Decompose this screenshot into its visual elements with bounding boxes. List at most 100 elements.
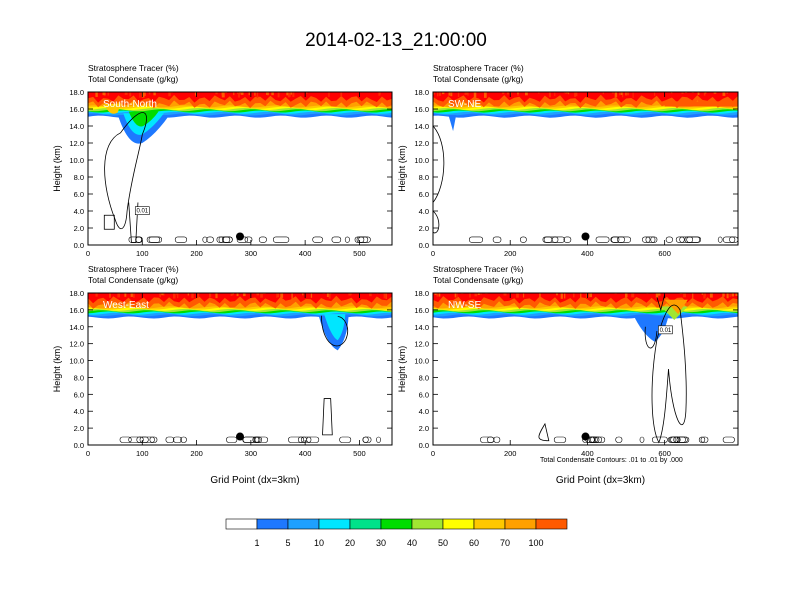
tracer-streak <box>209 293 212 298</box>
x-axis-label: Grid Point (dx=3km) <box>210 475 299 486</box>
condensate-contour <box>651 304 687 444</box>
tracer-streak <box>302 293 304 296</box>
tracer-band <box>433 293 738 304</box>
x-tick-label: 400 <box>299 249 312 258</box>
tracer-intrusion <box>448 114 457 132</box>
y-tick-label: 8.0 <box>419 173 429 182</box>
condensate-contour <box>218 236 224 243</box>
condensate-contour <box>312 236 323 243</box>
y-tick-label: 10.0 <box>414 156 429 165</box>
tracer-streak <box>231 293 234 296</box>
panel-subtitle: Total Condensate (g/kg) <box>433 275 523 285</box>
tracer-streak <box>378 92 381 96</box>
condensate-contour <box>729 236 736 243</box>
contour-label: 0.01 <box>660 328 672 334</box>
condensate-contour <box>538 422 550 442</box>
tracer-streak <box>254 92 256 96</box>
colorbar-swatch <box>380 518 413 530</box>
y-tick-label: 0.0 <box>419 441 429 450</box>
y-tick-label: 12.0 <box>69 340 84 349</box>
tracer-streak <box>631 293 635 298</box>
tracer-intrusion <box>664 101 738 107</box>
tracer-streak <box>144 92 146 96</box>
condensate-contour <box>717 236 723 243</box>
condensate-contour <box>722 236 738 243</box>
y-tick-label: 12.0 <box>414 139 429 148</box>
tracer-streak <box>248 92 250 96</box>
condensate-contour <box>180 436 187 443</box>
condensate-contour <box>551 236 565 243</box>
y-tick-label: 10.0 <box>414 357 429 366</box>
tracer-streak <box>148 92 151 95</box>
tracer-streak <box>502 92 505 95</box>
tracer-streak <box>626 92 629 96</box>
condensate-contour <box>297 436 312 443</box>
tracer-streak <box>692 293 694 299</box>
tracer-band <box>88 293 392 304</box>
tracer-streak <box>456 293 458 299</box>
tracer-streak <box>109 293 111 298</box>
tracer-streak <box>726 293 729 299</box>
x-tick-label: 200 <box>190 249 203 258</box>
panel-label: South-North <box>103 99 157 110</box>
condensate-contour <box>253 436 261 443</box>
x-tick-label: 400 <box>581 249 594 258</box>
y-tick-label: 2.0 <box>419 224 429 233</box>
y-tick-label: 2.0 <box>74 224 84 233</box>
condensate-contour <box>206 236 214 243</box>
x-tick-label: 200 <box>504 249 517 258</box>
y-tick-label: 6.0 <box>74 190 84 199</box>
condensate-contour <box>480 436 495 443</box>
tracer-streak <box>267 92 269 96</box>
tracer-streak <box>709 293 713 298</box>
y-tick-label: 18.0 <box>414 88 429 97</box>
tracer-streak <box>614 293 617 295</box>
tracer-streak <box>103 92 106 96</box>
y-tick-label: 16.0 <box>414 105 429 114</box>
tracer-streak <box>563 92 567 94</box>
colorbar-label: 20 <box>345 538 355 548</box>
tracer-streak <box>291 293 293 299</box>
tracer-streak <box>143 92 146 94</box>
condensate-contour <box>148 236 162 243</box>
tracer-streak <box>173 293 176 299</box>
x-axis-label: Grid Point (dx=3km) <box>556 475 645 486</box>
tracer-streak <box>450 92 453 97</box>
y-tick-label: 4.0 <box>74 407 84 416</box>
tracer-streak <box>139 92 141 98</box>
tracer-streak <box>379 92 381 95</box>
condensate-contour <box>656 294 666 312</box>
tracer-streak <box>657 293 661 296</box>
y-tick-label: 4.0 <box>419 407 429 416</box>
y-axis-label: Height (km) <box>397 346 407 393</box>
y-tick-label: 18.0 <box>69 289 84 298</box>
colorbar: 1 5 10 20 30 40 50 60 70 100 <box>225 518 568 548</box>
tracer-streak <box>477 293 480 295</box>
location-marker <box>236 432 244 441</box>
panel-subtitle: Stratosphere Tracer (%) <box>88 264 179 274</box>
tracer-streak <box>280 293 284 298</box>
tracer-streak <box>704 92 707 94</box>
location-marker <box>581 432 590 441</box>
tracer-streak <box>221 92 225 98</box>
tracer-streak <box>369 293 372 297</box>
location-marker <box>581 232 590 241</box>
tracer-streak <box>516 293 519 298</box>
y-tick-label: 8.0 <box>419 373 429 382</box>
tracer-streak <box>448 92 451 96</box>
tracer-streak <box>632 92 634 98</box>
condensate-contour <box>339 436 352 443</box>
condensate-contour <box>226 436 238 443</box>
condensate-contour <box>173 436 182 443</box>
tracer-streak <box>454 293 456 298</box>
tracer-streak <box>655 293 659 299</box>
tracer-intrusion <box>104 103 121 114</box>
tracer-streak <box>159 293 161 298</box>
y-tick-label: 14.0 <box>414 122 429 131</box>
tracer-streak <box>286 92 289 96</box>
condensate-contour <box>563 236 572 243</box>
tracer-streak <box>620 92 623 95</box>
condensate-contour <box>594 436 606 443</box>
y-tick-label: 6.0 <box>419 190 429 199</box>
